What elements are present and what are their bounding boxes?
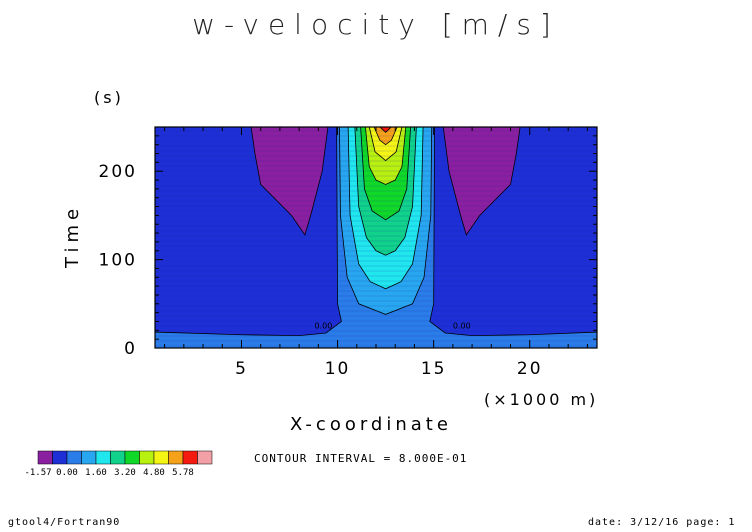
x-axis-label: X-coordinate [290,414,452,435]
colorbar-swatch [182,450,198,465]
contour-label-left: 0.00 [315,322,333,331]
contour-interval-label: CONTOUR INTERVAL = 8.000E-01 [254,452,468,465]
contour-label-right: 0.00 [453,322,471,331]
negative-region-right [442,126,521,236]
y-tick-label: 0 [124,339,137,359]
colorbar-swatch [66,450,82,465]
x-tick-label: 15 [421,359,447,379]
x-tick-label: 5 [235,359,248,379]
colorbar-swatch [95,450,111,465]
x-axis-unit: (×1000 m) [484,390,599,409]
footer-left: gtool4/Fortran90 [8,517,121,528]
y-tick-label: 100 [99,251,137,271]
x-tick-label: 20 [517,359,543,379]
x-tick-label: 10 [325,359,351,379]
footer-right: date: 3/12/16 page: 1 [588,517,736,528]
colorbar-swatch [139,450,155,465]
colorbar-label: 0.00 [56,468,78,478]
colorbar-label: 4.80 [143,468,165,478]
colorbar-label: -1.57 [24,468,51,478]
colorbar-swatch [52,450,68,465]
chart-title: w-velocity [m/s] [192,8,560,41]
colorbar-swatch [110,450,126,465]
y-axis-unit: (s) [94,88,124,107]
colorbar-label: 3.20 [114,468,136,478]
colorbar-swatch [153,450,169,465]
colorbar-swatch [197,450,213,465]
colorbar-swatch [81,450,97,465]
colorbar-label: 5.78 [172,468,194,478]
colorbar-swatch [37,450,53,465]
colorbar-label: 1.60 [85,468,107,478]
colorbar-swatch [124,450,140,465]
y-tick-label: 200 [99,162,137,182]
colorbar-swatch [168,450,184,465]
negative-region-left [250,126,329,236]
